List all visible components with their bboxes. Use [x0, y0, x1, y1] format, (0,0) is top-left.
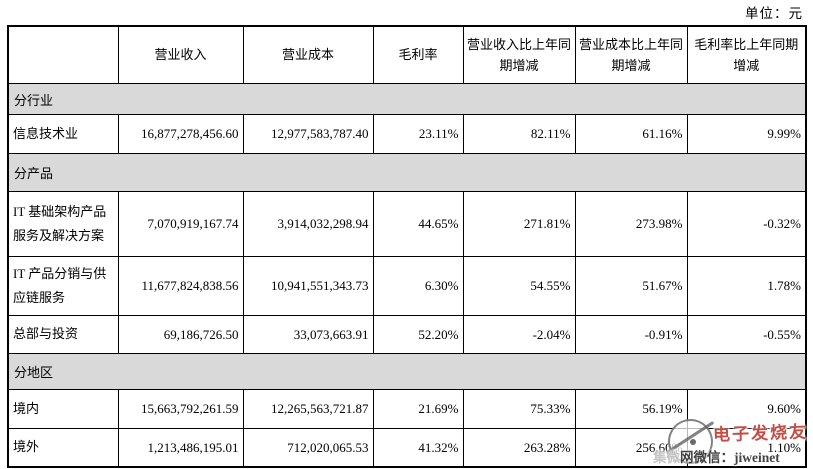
- cell-margin-change: 9.99%: [686, 114, 807, 154]
- col-header-cost: 营业成本: [242, 25, 374, 84]
- section-row-industry: 分行业: [7, 83, 807, 115]
- cell-revenue: 16,877,278,456.60: [117, 114, 244, 154]
- cell-cost: 12,265,563,721.87: [242, 389, 374, 429]
- cell-margin-change: 1.78%: [686, 256, 807, 316]
- cell-revenue: 15,663,792,261.59: [117, 389, 244, 429]
- cell-revenue-change: 82.11%: [462, 114, 576, 154]
- table-row: 信息技术业 16,877,278,456.60 12,977,583,787.4…: [7, 114, 807, 154]
- row-label: IT 产品分销与供应链服务: [7, 256, 119, 316]
- section-row-product: 分产品: [7, 153, 807, 192]
- cell-revenue-change: 263.28%: [462, 428, 576, 468]
- cell-margin: 44.65%: [372, 191, 464, 257]
- cell-revenue: 1,213,486,195.01: [117, 428, 244, 468]
- col-header-revenue: 营业收入: [117, 25, 244, 84]
- table-row: 境外 1,213,486,195.01 712,020,065.53 41.32…: [7, 428, 807, 468]
- cell-margin-change: -0.32%: [686, 191, 807, 257]
- cell-revenue: 7,070,919,167.74: [117, 191, 244, 257]
- cell-cost: 33,073,663.91: [242, 315, 374, 354]
- corner-cell: [7, 25, 119, 84]
- col-header-margin-change: 毛利率比上年同期增减: [686, 25, 807, 84]
- cell-revenue-change: 54.55%: [462, 256, 576, 316]
- row-label: 信息技术业: [7, 114, 119, 154]
- cell-margin: 6.30%: [372, 256, 464, 316]
- cell-revenue-change: -2.04%: [462, 315, 576, 354]
- cell-margin: 21.69%: [372, 389, 464, 429]
- cell-cost: 712,020,065.53: [242, 428, 374, 468]
- col-header-revenue-change: 营业收入比上年同期增减: [462, 25, 576, 84]
- cell-revenue-change: 271.81%: [462, 191, 576, 257]
- cell-margin: 52.20%: [372, 315, 464, 354]
- table-row: IT 基础架构产品服务及解决方案 7,070,919,167.74 3,914,…: [7, 191, 807, 257]
- cell-cost-change: 51.67%: [574, 256, 688, 316]
- table-header-row: 营业收入 营业成本 毛利率 营业收入比上年同期增减 营业成本比上年同期增减 毛利…: [7, 25, 807, 84]
- financial-breakdown-table: 营业收入 营业成本 毛利率 营业收入比上年同期增减 营业成本比上年同期增减 毛利…: [7, 25, 807, 468]
- cell-revenue-change: 75.33%: [462, 389, 576, 429]
- col-header-cost-change: 营业成本比上年同期增减: [574, 25, 688, 84]
- cell-cost: 3,914,032,298.94: [242, 191, 374, 257]
- unit-label: 单位：元: [745, 6, 803, 21]
- cell-cost-change: 273.98%: [574, 191, 688, 257]
- table-row: IT 产品分销与供应链服务 11,677,824,838.56 10,941,5…: [7, 256, 807, 316]
- section-label: 分地区: [7, 353, 807, 390]
- cell-cost-change: 61.16%: [574, 114, 688, 154]
- cell-revenue: 11,677,824,838.56: [117, 256, 244, 316]
- section-label: 分产品: [7, 153, 807, 192]
- section-row-region: 分地区: [7, 353, 807, 390]
- row-label: IT 基础架构产品服务及解决方案: [7, 191, 119, 257]
- table-row: 境内 15,663,792,261.59 12,265,563,721.87 2…: [7, 389, 807, 429]
- table-row: 总部与投资 69,186,726.50 33,073,663.91 52.20%…: [7, 315, 807, 354]
- cell-margin-change: 1.10%: [686, 428, 807, 468]
- row-label: 境外: [7, 428, 119, 468]
- cell-cost-change: 56.19%: [574, 389, 688, 429]
- row-label: 总部与投资: [7, 315, 119, 354]
- cell-margin: 41.32%: [372, 428, 464, 468]
- cell-cost: 10,941,551,343.73: [242, 256, 374, 316]
- section-label: 分行业: [7, 83, 807, 115]
- col-header-margin: 毛利率: [372, 25, 464, 84]
- cell-cost: 12,977,583,787.40: [242, 114, 374, 154]
- cell-cost-change: 256.60%: [574, 428, 688, 468]
- row-label: 境内: [7, 389, 119, 429]
- cell-margin-change: -0.55%: [686, 315, 807, 354]
- cell-margin-change: 9.60%: [686, 389, 807, 429]
- cell-margin: 23.11%: [372, 114, 464, 154]
- cell-revenue: 69,186,726.50: [117, 315, 244, 354]
- cell-cost-change: -0.91%: [574, 315, 688, 354]
